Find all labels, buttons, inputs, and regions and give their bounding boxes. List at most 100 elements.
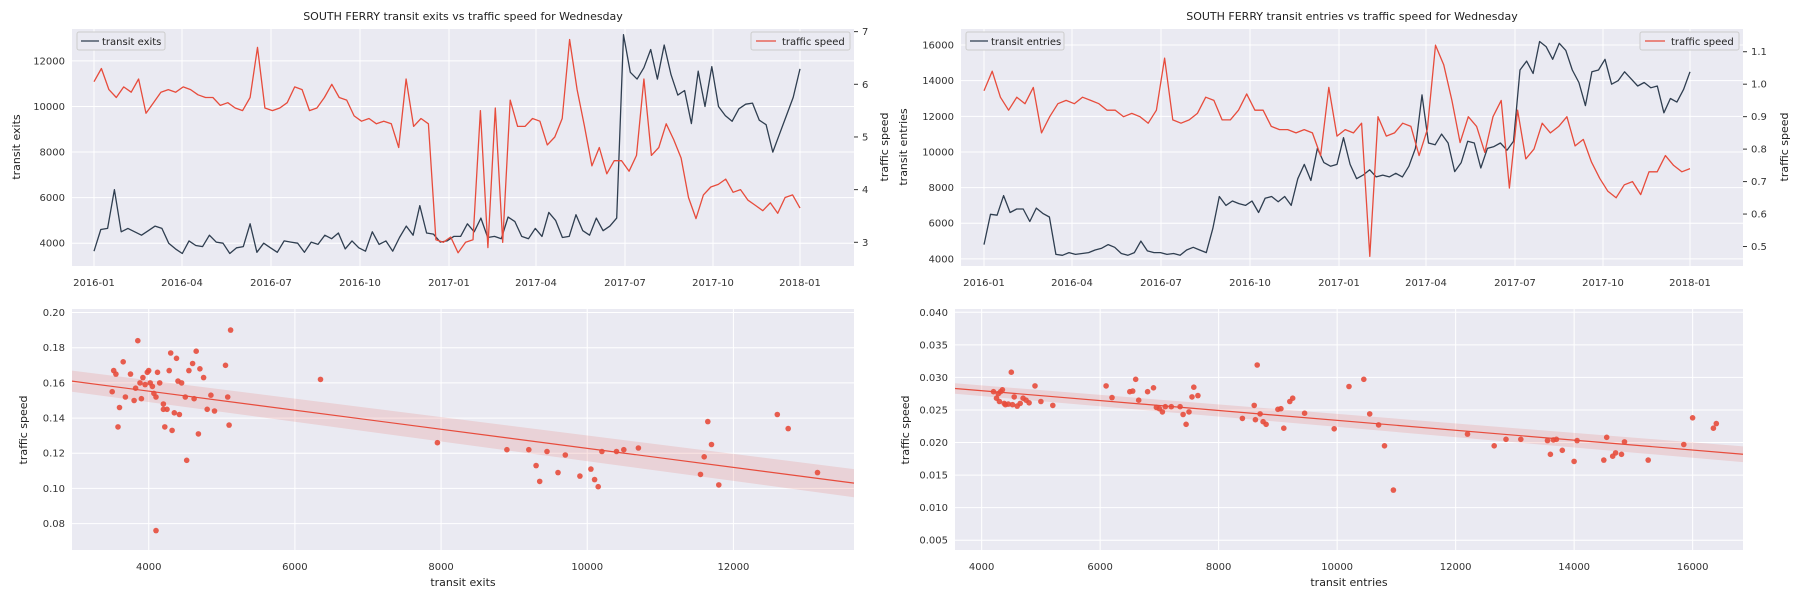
- entries-timeseries-panel: SOUTH FERRY transit entries vs traffic s…: [897, 10, 1791, 289]
- scatter-point: [599, 448, 605, 455]
- x-tick-label: 2017-07: [604, 278, 646, 289]
- scatter-point: [1180, 411, 1186, 418]
- x-tick-label: 2018-01: [1669, 278, 1711, 289]
- left-tick-label: 10000: [33, 102, 65, 113]
- scatter-point: [1547, 451, 1554, 458]
- x-tick-label: 12000: [1440, 562, 1472, 573]
- scatter-point: [131, 397, 137, 404]
- scatter-point: [591, 476, 598, 483]
- y-tick-label: 0.015: [919, 471, 948, 482]
- scatter-point: [173, 355, 180, 362]
- x-tick-label: 2017-04: [515, 278, 557, 289]
- confidence-band: [72, 370, 854, 498]
- scatter-point: [1612, 450, 1619, 456]
- scatter-point: [1132, 376, 1139, 383]
- x-tick-label: 2016-01: [963, 278, 1005, 289]
- scatter-point: [1008, 369, 1015, 376]
- legend-right: traffic speed: [1639, 31, 1740, 51]
- scatter-point: [109, 388, 115, 395]
- scatter-point: [697, 471, 704, 478]
- scatter-point: [1129, 388, 1136, 394]
- scatter-point: [1618, 451, 1625, 458]
- x-axis-label: transit entries: [1310, 576, 1388, 589]
- legend-left: transit entries: [965, 31, 1065, 51]
- scatter-point: [1710, 425, 1717, 432]
- scatter-point: [990, 388, 997, 395]
- scatter-point: [1109, 394, 1115, 401]
- scatter-point: [996, 398, 1003, 405]
- scatter-point: [716, 482, 722, 488]
- scatter-point: [1361, 376, 1367, 383]
- legend-label-transit: transit exits: [102, 37, 161, 48]
- scatter-point: [595, 483, 601, 490]
- scatter-point: [1005, 401, 1012, 407]
- left-axis-label: transit exits: [10, 114, 23, 180]
- exits-scatter-panel: 4000 6000 8000 10000 12000 0.08 0.10 0.12 0.14 0…: [17, 308, 855, 589]
- right-tick-label: 0.8: [1751, 145, 1767, 156]
- right-tick-label: 1.1: [1751, 47, 1767, 58]
- scatter-point: [1301, 410, 1308, 417]
- left-tick-label: 12000: [33, 56, 65, 67]
- x-tick-label: 10000: [1321, 562, 1353, 573]
- transit-series-line: [93, 34, 801, 255]
- scatter-point: [189, 360, 196, 367]
- x-tick-label: 2017-07: [1494, 278, 1536, 289]
- right-tick-label: 5: [862, 132, 868, 143]
- y-tick-label: 0.005: [919, 536, 948, 547]
- left-axis-label: transit entries: [897, 108, 910, 186]
- scatter-point: [613, 448, 620, 455]
- scatter-point: [183, 457, 190, 464]
- scatter-point: [178, 380, 185, 386]
- scatter-point: [1601, 457, 1607, 463]
- scatter-point: [1159, 409, 1166, 415]
- scatter-point: [1281, 425, 1287, 432]
- right-tick-label: 4: [862, 185, 868, 196]
- scatter-point: [1257, 411, 1263, 417]
- regression-line: [71, 380, 855, 484]
- scatter-point: [708, 441, 715, 448]
- scatter-point: [167, 350, 174, 356]
- scatter-point: [1571, 458, 1577, 465]
- right-tick-label: 1.0: [1751, 80, 1767, 91]
- x-tick-label: 4000: [969, 562, 994, 573]
- scatter-point: [176, 411, 183, 418]
- transit-series-line: [983, 40, 1691, 256]
- scatter-point: [1645, 457, 1651, 463]
- scatter-point: [138, 395, 145, 402]
- scatter-point: [160, 401, 167, 407]
- scatter-point: [1011, 394, 1017, 400]
- y-tick-label: 0.12: [43, 449, 65, 460]
- scatter-point: [137, 380, 143, 386]
- scatter-point: [116, 404, 123, 411]
- scatter-point: [1032, 383, 1038, 389]
- x-tick-label: 2016-04: [161, 278, 203, 289]
- scatter-point: [132, 385, 139, 392]
- legend-right: traffic speed: [750, 31, 851, 51]
- scatter-point: [1464, 431, 1471, 437]
- left-tick-label: 4000: [40, 239, 65, 250]
- scatter-point: [1009, 401, 1016, 408]
- y-tick-label: 0.08: [43, 519, 65, 530]
- scatter-point: [162, 424, 168, 430]
- scatter-point: [701, 454, 707, 460]
- right-tick-label: 6: [862, 80, 868, 91]
- x-tick-label: 2017-04: [1405, 278, 1447, 289]
- scatter-point: [536, 478, 543, 485]
- scatter-point: [169, 427, 175, 434]
- scatter-point: [1038, 398, 1044, 405]
- scatter-point: [1177, 403, 1183, 410]
- y-axis-label: traffic speed: [17, 396, 30, 465]
- right-tick-label: 3: [862, 238, 868, 249]
- scatter-point: [122, 394, 129, 400]
- scatter-point: [1381, 443, 1388, 449]
- scatter-point: [160, 406, 167, 413]
- scatter-point: [1103, 383, 1109, 389]
- x-tick-label: 10000: [571, 562, 603, 573]
- y-axis-label: traffic speed: [899, 396, 912, 465]
- right-tick-label: 0.5: [1751, 242, 1767, 253]
- scatter-point: [1263, 421, 1269, 428]
- scatter-point: [317, 376, 324, 383]
- x-tick-label: 6000: [1087, 562, 1112, 573]
- y-tick-label: 0.14: [43, 414, 65, 425]
